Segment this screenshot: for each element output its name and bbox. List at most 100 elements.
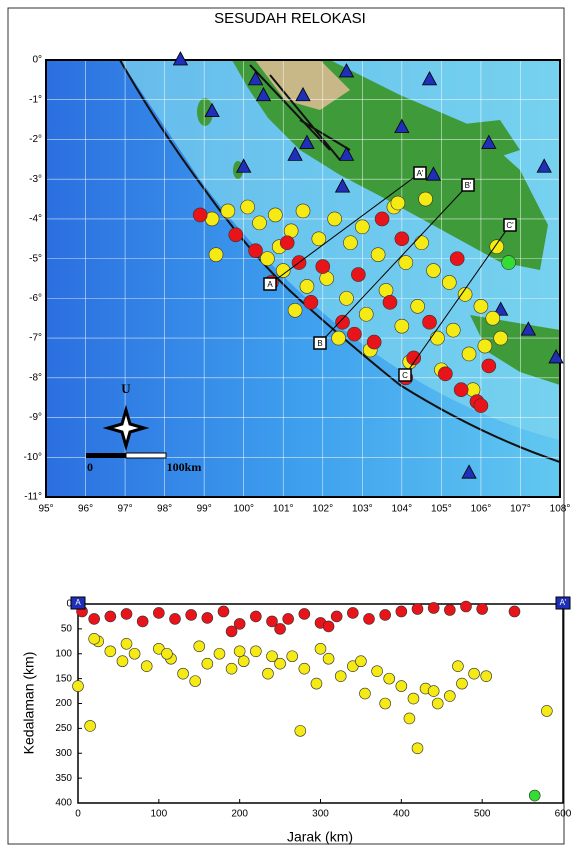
event — [351, 268, 365, 282]
event — [383, 295, 397, 309]
y-tick-label: -3° — [29, 174, 42, 185]
event — [474, 399, 488, 413]
event — [137, 616, 148, 627]
event — [339, 291, 353, 305]
event — [89, 633, 100, 644]
y-tick-label: 200 — [55, 698, 72, 709]
event — [186, 609, 197, 620]
event — [209, 248, 223, 262]
event — [444, 604, 455, 615]
event — [193, 208, 207, 222]
event — [323, 653, 334, 664]
event — [481, 671, 492, 682]
event — [73, 681, 84, 692]
event — [404, 713, 415, 724]
event — [226, 626, 237, 637]
x-tick-label: 102° — [312, 504, 333, 515]
y-tick-label: 250 — [55, 723, 72, 734]
event — [347, 327, 361, 341]
event — [380, 609, 391, 620]
event — [430, 331, 444, 345]
event — [372, 666, 383, 677]
event — [85, 720, 96, 731]
event — [267, 651, 278, 662]
event — [280, 236, 294, 250]
compass-label: U — [121, 381, 131, 396]
x-axis-label: Jarak (km) — [287, 829, 353, 845]
scale-label: 100km — [167, 460, 202, 474]
event — [461, 601, 472, 612]
event — [221, 204, 235, 218]
event — [295, 725, 306, 736]
x-tick-label: 0 — [75, 809, 81, 820]
event — [462, 347, 476, 361]
y-tick-label: -8° — [29, 372, 42, 383]
y-tick-label: 0° — [32, 55, 42, 66]
event — [371, 248, 385, 262]
event — [202, 658, 213, 669]
event — [304, 295, 318, 309]
profile-label: A' — [417, 169, 424, 178]
y-tick-label: 50 — [61, 624, 73, 635]
event — [323, 621, 334, 632]
event — [355, 220, 369, 234]
x-tick-label: 95° — [38, 504, 53, 515]
profile-label: A — [267, 280, 273, 289]
event — [456, 678, 467, 689]
x-tick-label: 96° — [78, 504, 93, 515]
event — [238, 656, 249, 667]
x-tick-label: 97° — [118, 504, 133, 515]
event — [343, 236, 357, 250]
event — [214, 648, 225, 659]
event — [426, 264, 440, 278]
event — [438, 367, 452, 381]
event — [268, 208, 282, 222]
map-title: SESUDAH RELOKASI — [214, 10, 366, 27]
y-tick-label: -7° — [29, 333, 42, 344]
scale-label: 0 — [87, 460, 93, 474]
event — [391, 196, 405, 210]
y-tick-label: -5° — [29, 253, 42, 264]
event — [296, 204, 310, 218]
event — [419, 192, 433, 206]
event — [190, 676, 201, 687]
event — [241, 200, 255, 214]
x-tick-label: 104° — [392, 504, 413, 515]
event — [428, 686, 439, 697]
x-tick-label: 100 — [150, 809, 167, 820]
event — [328, 212, 342, 226]
event — [121, 638, 132, 649]
x-tick-label: 98° — [157, 504, 172, 515]
y-tick-label: 350 — [55, 773, 72, 784]
event — [474, 299, 488, 313]
event — [454, 383, 468, 397]
event — [509, 606, 520, 617]
x-tick-label: 200 — [231, 809, 248, 820]
event — [161, 648, 172, 659]
y-tick-label: -1° — [29, 94, 42, 105]
event — [529, 790, 540, 801]
event — [355, 656, 366, 667]
event — [287, 651, 298, 662]
profile-label: C' — [506, 221, 514, 230]
station — [173, 52, 187, 65]
event — [396, 681, 407, 692]
event — [442, 275, 456, 289]
event — [250, 646, 261, 657]
x-tick-label: 300 — [312, 809, 329, 820]
event — [226, 663, 237, 674]
event — [412, 743, 423, 754]
x-tick-label: 108° — [550, 504, 571, 515]
event — [89, 613, 100, 624]
event — [364, 613, 375, 624]
x-tick-label: 106° — [471, 504, 492, 515]
event — [105, 611, 116, 622]
x-tick-label: 107° — [510, 504, 531, 515]
end-label: A — [75, 598, 81, 607]
y-tick-label: -11° — [24, 492, 42, 503]
event — [249, 244, 263, 258]
event — [335, 671, 346, 682]
event — [153, 607, 164, 618]
event — [494, 331, 508, 345]
profile-label: C — [402, 371, 408, 380]
